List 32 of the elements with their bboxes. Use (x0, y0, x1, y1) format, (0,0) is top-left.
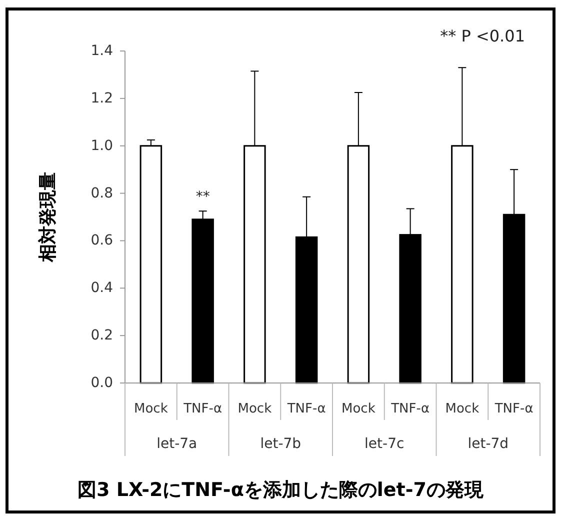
bar (347, 145, 370, 384)
bar (192, 218, 214, 384)
y-tick-label: 1.2 (90, 90, 113, 106)
x-tick-label: let-7b (260, 436, 302, 452)
bar (140, 145, 162, 384)
text: 図3 LX-2にTNF-αを添加した際のlet-7の発現 (78, 479, 484, 501)
series-label: TNF-α (494, 402, 534, 416)
bar (295, 236, 318, 384)
y-tick-label: 1.4 (90, 43, 114, 59)
y-tick-label: 1.0 (90, 138, 113, 154)
text: TNF-α (184, 402, 222, 416)
text: Mock (238, 402, 272, 416)
y-tick-label: 0.8 (90, 185, 113, 202)
text: ** P <0.01 (440, 26, 525, 46)
x-tick-label: let-7c (364, 436, 404, 452)
annotation: ** (196, 189, 210, 205)
bar (399, 234, 422, 384)
x-tick-label: let-7d (468, 436, 509, 452)
text: Mock (445, 402, 480, 416)
text: TNF-α (391, 402, 430, 416)
bar (244, 145, 266, 384)
bar (451, 145, 474, 384)
y-tick-label: 0.4 (90, 280, 114, 296)
text: Mock (342, 402, 376, 416)
text: TNF-α (287, 402, 326, 416)
y-axis-title: 相対発現量 (38, 172, 58, 263)
series-label: Mock (134, 402, 168, 416)
y-tick-label: 0.6 (90, 232, 114, 249)
y-tick-label: 0.0 (90, 375, 113, 391)
bar (502, 214, 526, 384)
x-tick-label: let-7a (156, 436, 198, 452)
y-tick-label: 0.2 (90, 328, 113, 344)
